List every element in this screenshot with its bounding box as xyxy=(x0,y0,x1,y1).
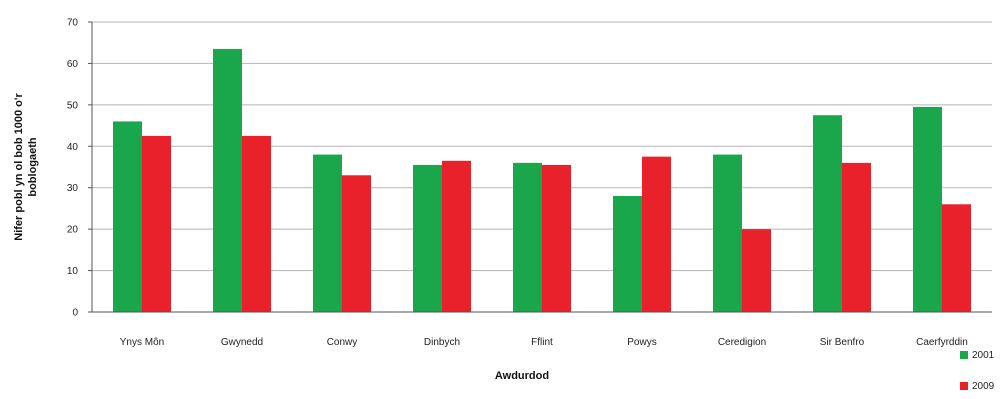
y-axis-title-line-1: Nifer pobl yn ol bob 1000 o'r xyxy=(13,93,25,241)
bar-2009 xyxy=(442,160,471,312)
x-tick-label: Sir Benfro xyxy=(820,337,865,348)
y-tick-label: 30 xyxy=(67,183,79,194)
bar-2001 xyxy=(613,196,642,312)
x-tick-label: Ceredigion xyxy=(718,337,766,348)
y-tick-label: 20 xyxy=(67,225,79,236)
y-tick-label: 10 xyxy=(67,266,79,277)
x-axis-title: Awdurdod xyxy=(495,370,549,382)
bar-2009 xyxy=(242,135,271,312)
x-tick-label: Fflint xyxy=(531,337,553,348)
bar-2009 xyxy=(342,175,371,312)
bar-2001 xyxy=(213,48,242,313)
x-axis-ticks: Ynys Môn Gwynedd Conwy Dinbych Fflint Powys Ce… xyxy=(120,337,968,348)
x-tick-label: Powys xyxy=(627,337,656,348)
x-tick-label: Conwy xyxy=(327,337,358,348)
bar-2009 xyxy=(542,164,571,312)
x-tick-label: Dinbych xyxy=(424,337,460,348)
y-tick-label: 50 xyxy=(67,100,79,111)
legend-label-2001: 2001 xyxy=(972,350,995,361)
y-tick-label: 40 xyxy=(67,142,79,153)
y-axis-ticks: 0 10 20 30 40 50 60 70 xyxy=(67,18,92,319)
legend: 2001 2009 xyxy=(960,350,995,392)
bar-2001 xyxy=(913,106,942,312)
x-tick-label: Caerfyrddin xyxy=(916,337,968,348)
y-tick-label: 0 xyxy=(72,308,78,319)
legend-swatch-2009 xyxy=(960,382,968,390)
y-axis-title-line-2: boblogaeth xyxy=(27,137,39,197)
x-tick-label: Gwynedd xyxy=(221,337,263,348)
bars xyxy=(113,48,971,313)
bar-2001 xyxy=(813,115,842,312)
bar-2009 xyxy=(942,204,971,312)
y-tick-label: 70 xyxy=(67,18,79,29)
bar-2001 xyxy=(313,154,342,312)
legend-swatch-2001 xyxy=(960,351,968,359)
bar-2001 xyxy=(413,164,442,312)
x-tick-label: Ynys Môn xyxy=(120,337,164,348)
bar-2009 xyxy=(842,162,871,312)
bar-2001 xyxy=(513,162,542,312)
bar-2009 xyxy=(742,229,771,312)
legend-label-2009: 2009 xyxy=(972,381,995,392)
bar-2001 xyxy=(713,154,742,312)
bar-2009 xyxy=(142,135,171,312)
y-tick-label: 60 xyxy=(67,59,79,70)
bar-2001 xyxy=(113,121,142,312)
bar-2009 xyxy=(642,156,671,312)
